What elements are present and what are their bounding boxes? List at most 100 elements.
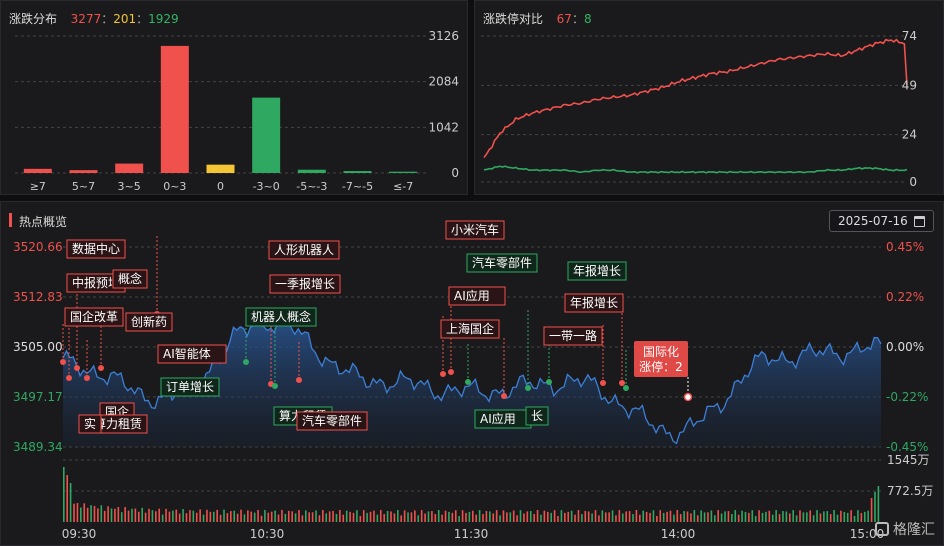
volume-bar (427, 511, 430, 522)
limit-down-line (483, 165, 908, 174)
hotspot-tag[interactable]: 年报增长 (564, 293, 624, 313)
hotspot-tag[interactable]: 一带一路 (543, 326, 603, 346)
hotspot-tag[interactable]: AI应用 (448, 286, 506, 306)
volume-bar (291, 511, 293, 522)
volume-bar (632, 514, 634, 522)
hotspot-tag[interactable]: 机器人概念 (245, 307, 317, 327)
volume-bar (362, 510, 365, 522)
hotspot-tag[interactable]: 上海国企 (440, 319, 500, 339)
volume-bar (451, 512, 454, 522)
volume-bar (390, 511, 392, 522)
distribution-title: 涨跌分布 (9, 12, 58, 26)
hotspot-tag[interactable]: 数据中心 (66, 239, 126, 259)
tag-label: 小米汽车 (451, 222, 499, 237)
hotspot-tag[interactable]: AI应用 (474, 409, 532, 429)
hotspot-tag[interactable]: 小米汽车 (445, 220, 505, 240)
volume-bar (172, 510, 174, 522)
volume-bar (69, 483, 72, 522)
hotspot-tag[interactable]: 实 (78, 414, 102, 434)
limit-ratio-panel: 涨跌停对比 67：8 74 49 24 0 (474, 0, 944, 195)
hotspot-tag[interactable]: 订单增长 (160, 377, 220, 397)
volume-bar (502, 510, 505, 522)
date-picker[interactable]: 2025-07-16 (829, 210, 934, 232)
volume-bar (137, 511, 140, 522)
volume-bar (206, 509, 208, 522)
hotspot-tag[interactable]: 中报预增 (66, 273, 126, 293)
time-tick-label: 10:30 (250, 527, 285, 541)
tag-box (564, 293, 624, 313)
volume-bar (812, 515, 815, 522)
tag-label: 概念 (118, 271, 142, 286)
flat-count: 201 (113, 12, 137, 26)
tag-label: 数据中心 (72, 241, 120, 256)
volume-bar (553, 510, 556, 522)
hotspot-tag[interactable]: 长 (525, 406, 549, 426)
hotspot-tag[interactable]: 创新药 (125, 312, 173, 332)
volume-tick-label: 772.5万 (887, 484, 933, 498)
bar-6 (297, 169, 326, 173)
volume-bar (731, 514, 733, 522)
volume-bar (311, 512, 314, 522)
distribution-panel: 涨跌分布 3277：201：1929 3126 2084 1042 0 ≥7 5~7 3~… (0, 0, 468, 195)
volume-bar (345, 510, 348, 522)
volume-bar (83, 503, 86, 522)
limit-ratio-chart: 74 49 24 0 (481, 29, 917, 189)
volume-bar (816, 510, 818, 522)
hotspot-tag[interactable]: 人形机器人 (268, 240, 340, 260)
volume-bar (161, 514, 164, 522)
hotspot-tag[interactable]: 年报增长 (567, 261, 627, 281)
volume-bar (226, 513, 229, 522)
volume-bar (758, 510, 760, 522)
volume-bar (76, 503, 79, 522)
volume-bar (819, 513, 822, 522)
volume-bar (519, 510, 522, 522)
volume-bar (523, 513, 525, 522)
volume-bar (304, 510, 307, 522)
volume-bar (397, 510, 399, 522)
volume-bar (567, 511, 570, 522)
event-dot (296, 377, 302, 383)
tag-label: 汽车零部件 (302, 413, 362, 428)
hotspot-tag[interactable]: AI智能体 (157, 344, 227, 364)
hotspot-tag[interactable]: 算力租赁 (88, 414, 148, 434)
volume-bar (233, 510, 236, 522)
x-tick-label: ≥7 (30, 180, 46, 193)
volume-bar (485, 511, 488, 522)
volume-bar (615, 515, 617, 522)
hotspot-tag[interactable]: 一季报增长 (269, 274, 341, 294)
hotspot-tag[interactable]: 汽车零部件 (296, 411, 368, 431)
volume-bar (806, 512, 808, 522)
volume-bar (120, 512, 123, 522)
volume-bar (424, 513, 426, 522)
volume-bar (454, 510, 457, 522)
volume-bar (737, 514, 740, 522)
tag-label: 上海国企 (446, 321, 494, 336)
volume-bar (768, 510, 771, 522)
volume-bar (720, 513, 723, 522)
volume-bar (219, 514, 222, 522)
volume-bar (734, 510, 737, 522)
volume-bar (131, 508, 133, 522)
volume-bar (97, 508, 99, 522)
volume-bar (383, 514, 385, 522)
hotspot-tag[interactable]: 国企改革 (64, 307, 124, 327)
volume-bar (260, 515, 263, 522)
x-tick-label: 5~7 (72, 180, 95, 193)
hotspot-tag[interactable]: 概念 (112, 269, 148, 289)
volume-bar (608, 512, 610, 522)
volume-bar (741, 510, 743, 522)
tag-box (296, 411, 368, 431)
pct-tick-label: 0.22% (886, 290, 924, 304)
tag-label: 汽车零部件 (472, 255, 532, 270)
hotspot-chart: 3520.66 0.45% 3512.83 0.22% 3505.00 0.00% 3497… (13, 220, 933, 541)
volume-bar (761, 512, 764, 522)
volume-bar (434, 514, 437, 522)
volume-bar (117, 506, 120, 522)
hotspot-tag[interactable]: 汽车零部件 (466, 253, 538, 273)
price-tick-label: 3520.66 (13, 240, 63, 254)
volume-bar (512, 510, 515, 522)
tag-label: 算力租赁 (94, 416, 142, 431)
volume-bar (703, 512, 706, 522)
hotspot-panel: 热点概览 2025-07-16 3520.66 0.45% 3512.83 0.22%… (0, 201, 944, 546)
volume-bar (437, 510, 440, 522)
